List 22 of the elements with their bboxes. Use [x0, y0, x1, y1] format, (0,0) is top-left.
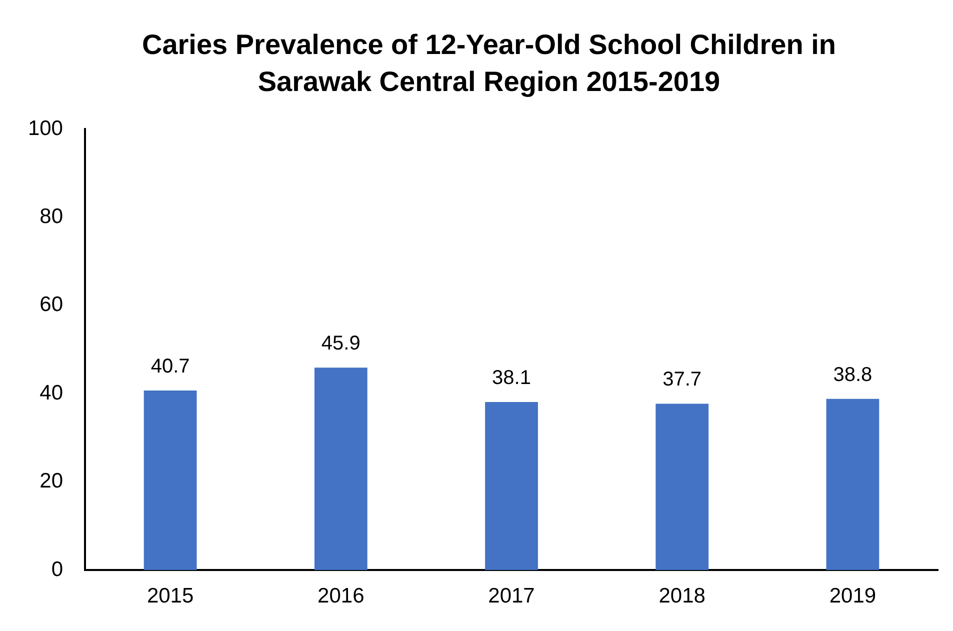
bar: [485, 402, 538, 570]
data-label: 45.9: [321, 332, 360, 355]
bar: [144, 390, 197, 570]
x-tick-label: 2015: [146, 584, 194, 608]
y-tick-label: 40: [40, 381, 63, 404]
bar: [314, 368, 368, 570]
bar: [656, 404, 709, 570]
data-label: 38.8: [833, 364, 872, 386]
x-tick-label: 2016: [318, 584, 364, 608]
y-tick-label: 100: [28, 116, 63, 140]
data-label: 37.7: [662, 368, 702, 391]
data-label: 38.1: [492, 366, 531, 389]
y-tick-label: 80: [40, 204, 63, 228]
data-label: 40.7: [150, 356, 190, 378]
x-tick-label: 2019: [829, 584, 876, 608]
x-tick-label: 2017: [488, 584, 535, 608]
x-tick-label: 2018: [658, 584, 706, 608]
y-tick-label: 0: [51, 558, 63, 581]
y-tick-label: 60: [40, 293, 63, 316]
bar: [826, 398, 880, 570]
y-tick-label: 20: [40, 470, 63, 493]
chart-title: Caries Prevalence of 12-Year-Old School Children in Sarawak Central Region 2015-2019: [140, 28, 837, 99]
